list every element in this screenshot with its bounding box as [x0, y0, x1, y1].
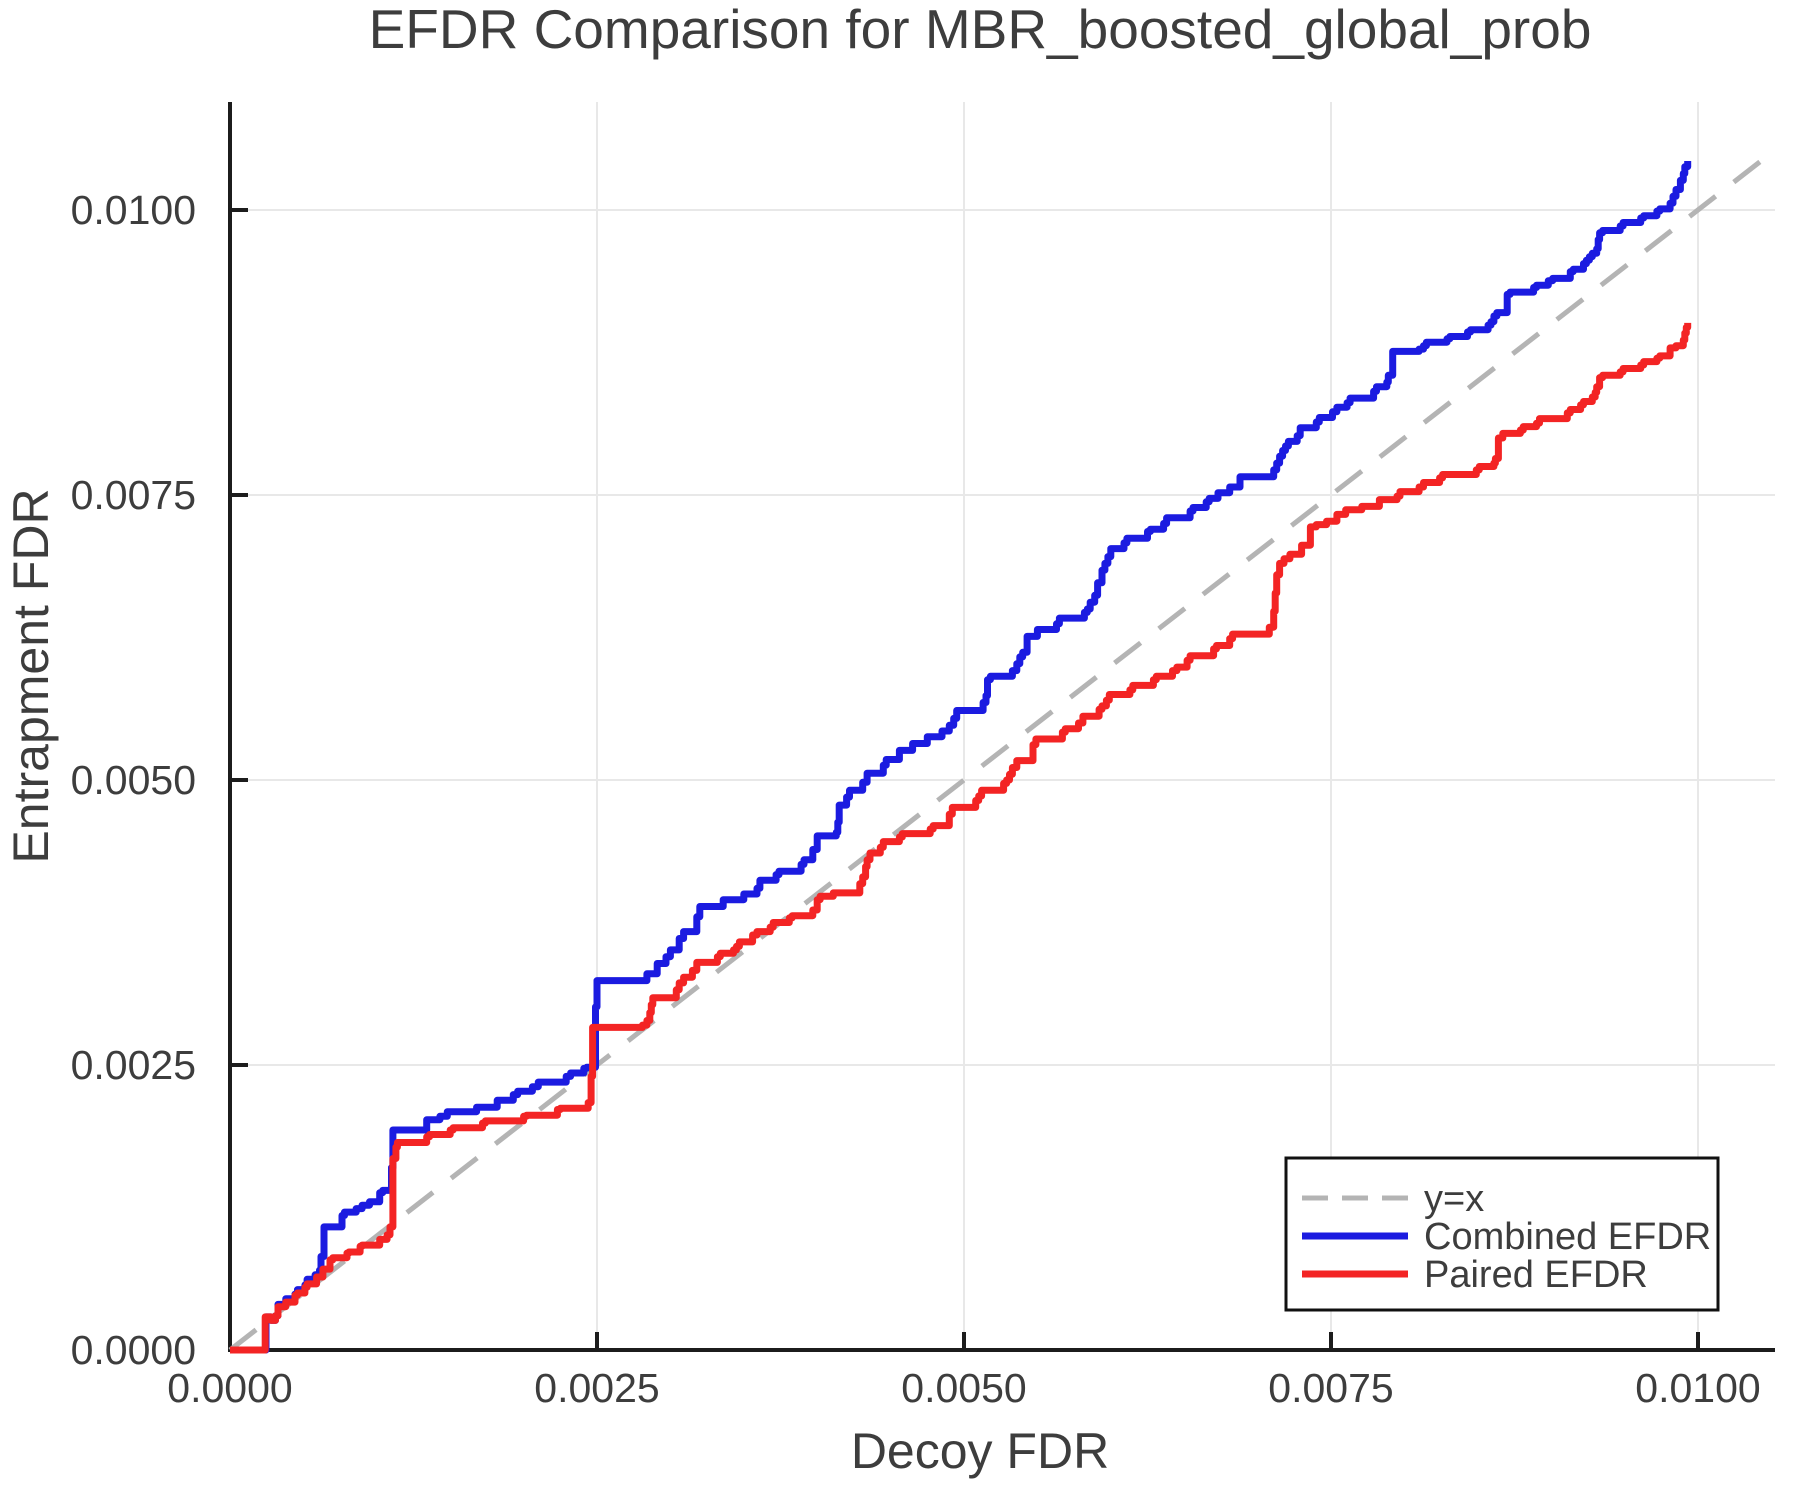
legend-label-yx: y=x — [1424, 1178, 1484, 1220]
series-lines — [228, 152, 1772, 1354]
tick-labels: 0.0000 0.0025 0.0050 0.0075 0.0100 0.0000 0.00… — [71, 187, 1761, 1411]
legend: y=x Combined EFDR Paired EFDR — [1284, 1156, 1720, 1312]
x-tick-label: 0.0100 — [1635, 1365, 1760, 1411]
combined-efdr-line — [230, 161, 1692, 1354]
x-tick-label: 0.0000 — [167, 1365, 292, 1411]
y-axis-label: Entrapment FDR — [3, 488, 59, 863]
x-tick-label: 0.0075 — [1268, 1365, 1393, 1411]
axes-spines — [228, 102, 1775, 1352]
legend-label-paired-efdr: Paired EFDR — [1424, 1254, 1648, 1296]
x-axis-label: Decoy FDR — [851, 1423, 1109, 1479]
x-tick-label: 0.0025 — [534, 1365, 659, 1411]
y-tick-label: 0.0075 — [71, 472, 196, 518]
y-tick-label: 0.0100 — [71, 187, 196, 233]
y-tick-label: 0.0025 — [71, 1042, 196, 1088]
y-tick-label: 0.0050 — [71, 757, 196, 803]
chart-title: EFDR Comparison for MBR_boosted_global_p… — [369, 0, 1592, 60]
identity-line — [228, 152, 1772, 1352]
y-tick-label: 0.0000 — [71, 1327, 196, 1373]
legend-label-combined-efdr: Combined EFDR — [1424, 1216, 1711, 1258]
x-tick-label: 0.0050 — [901, 1365, 1026, 1411]
paired-efdr-line — [230, 322, 1692, 1354]
